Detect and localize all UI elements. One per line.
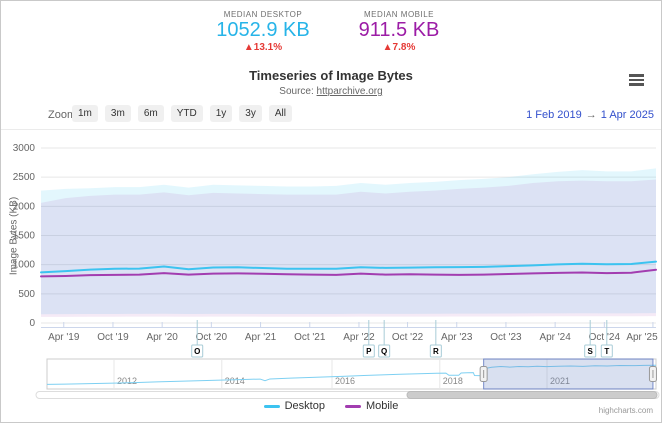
y-axis-tick-label: 500 bbox=[18, 289, 35, 300]
stat-desktop-delta: ▲13.1% bbox=[243, 42, 283, 53]
hamburger-bar bbox=[629, 83, 644, 86]
legend-item-mobile[interactable]: Mobile bbox=[344, 400, 399, 412]
zoom-label: Zoom bbox=[48, 109, 77, 121]
mobile-percentile-band bbox=[41, 179, 656, 317]
legend-marker-desktop bbox=[263, 404, 280, 408]
flag-label: P bbox=[366, 347, 372, 356]
chart-source: Source: httparchive.org bbox=[1, 86, 661, 97]
x-axis-tick-label: Apr '21 bbox=[245, 332, 277, 343]
series-line-desktop bbox=[40, 260, 657, 274]
flag-marker-q[interactable] bbox=[378, 344, 391, 358]
stat-desktop-value: 1052.9 KB bbox=[216, 19, 310, 41]
x-axis-tick-label: Oct '20 bbox=[196, 332, 228, 343]
zoom-button-ytd[interactable]: YTD bbox=[170, 105, 203, 122]
flag-label: S bbox=[588, 347, 594, 356]
range-from[interactable]: 1 Feb 2019 bbox=[526, 109, 582, 121]
x-axis-tick-label: Apr '23 bbox=[441, 332, 473, 343]
zoom-button-3y[interactable]: 3y bbox=[239, 105, 262, 122]
median-stats: MEDIAN DESKTOP 1052.9 KB ▲13.1% MEDIAN M… bbox=[1, 10, 661, 53]
navigator-axis-label: 2021 bbox=[550, 376, 570, 386]
legend-label: Mobile bbox=[365, 400, 399, 412]
navigator-selected-range[interactable] bbox=[483, 358, 654, 390]
y-axis-tick-label: 2000 bbox=[13, 201, 36, 212]
range-selector-toolbar: Zoom 1m 3m 6m YTD 1y 3y All 1 Feb 2019 → 1 Apr 2… bbox=[1, 104, 661, 126]
stat-median-desktop: MEDIAN DESKTOP 1052.9 KB ▲13.1% bbox=[208, 10, 318, 53]
navigator-axis-label: 2012 bbox=[117, 376, 137, 386]
x-axis-tick-label: Apr '19 bbox=[48, 332, 80, 343]
range-display[interactable]: 1 Feb 2019 → 1 Apr 2025 bbox=[526, 109, 654, 121]
x-axis-tick-label: Apr '22 bbox=[343, 332, 375, 343]
y-axis-tick-label: 3000 bbox=[13, 143, 36, 154]
flag-marker-t[interactable] bbox=[600, 344, 613, 358]
hamburger-bar bbox=[629, 78, 644, 81]
x-axis-tick-label: Oct '23 bbox=[490, 332, 522, 343]
stat-mobile-delta: ▲7.8% bbox=[382, 42, 416, 53]
legend-label: Desktop bbox=[284, 400, 325, 412]
flag-marker-r[interactable] bbox=[429, 344, 442, 358]
flag-label: R bbox=[433, 347, 439, 356]
x-axis-tick-label: Apr '20 bbox=[146, 332, 178, 343]
navigator-axis-label: 2014 bbox=[225, 376, 245, 386]
y-axis-tick-label: 1500 bbox=[13, 231, 36, 242]
x-axis-tick-label: Apr '25 bbox=[626, 332, 658, 343]
toolbar-divider bbox=[1, 129, 661, 130]
x-axis-tick-label: Oct '19 bbox=[97, 332, 129, 343]
zoom-button-3m[interactable]: 3m bbox=[104, 105, 131, 122]
stat-desktop-label: MEDIAN DESKTOP bbox=[223, 10, 303, 19]
flag-label: O bbox=[194, 347, 200, 356]
x-axis-tick-label: Oct '22 bbox=[392, 332, 424, 343]
highcharts-credit[interactable]: highcharts.com bbox=[598, 406, 653, 415]
zoom-button-1y[interactable]: 1y bbox=[209, 105, 233, 122]
x-axis-tick-label: Apr '24 bbox=[539, 332, 571, 343]
hamburger-bar bbox=[629, 74, 644, 77]
page-title: Timeseries of Image Bytes bbox=[249, 68, 413, 83]
arrow-right-icon: → bbox=[585, 109, 597, 121]
source-prefix: Source: bbox=[279, 86, 317, 97]
x-axis-tick-label: Oct '24 bbox=[589, 332, 621, 343]
zoom-button-6m[interactable]: 6m bbox=[137, 105, 164, 122]
legend-marker-mobile bbox=[344, 404, 361, 408]
navigator-axis-label: 2018 bbox=[443, 376, 463, 386]
zoom-buttons: 1m 3m 6m YTD 1y 3y All bbox=[72, 105, 292, 122]
y-axis-tick-label: 0 bbox=[29, 318, 35, 329]
zoom-button-1m[interactable]: 1m bbox=[72, 105, 98, 122]
x-axis-tick-label: Oct '21 bbox=[294, 332, 326, 343]
scrollbar-thumb[interactable] bbox=[406, 391, 658, 399]
stat-mobile-label: MEDIAN MOBILE bbox=[363, 10, 435, 19]
source-link[interactable]: httparchive.org bbox=[316, 86, 383, 97]
hamburger-menu-icon[interactable] bbox=[629, 74, 644, 86]
flag-marker-p[interactable] bbox=[362, 344, 375, 358]
y-axis-tick-label: 1000 bbox=[13, 260, 36, 271]
y-axis-tick-label: 2500 bbox=[13, 172, 36, 183]
navigator-series-line bbox=[46, 364, 657, 385]
flag-marker-s[interactable] bbox=[584, 344, 597, 358]
stat-mobile-value: 911.5 KB bbox=[358, 19, 440, 41]
navigator-axis-label: 2016 bbox=[335, 376, 355, 386]
stat-median-mobile: MEDIAN MOBILE 911.5 KB ▲7.8% bbox=[344, 10, 454, 53]
desktop-percentile-band bbox=[41, 168, 656, 315]
range-to[interactable]: 1 Apr 2025 bbox=[600, 109, 654, 121]
legend-item-desktop[interactable]: Desktop bbox=[263, 400, 325, 412]
flag-label: Q bbox=[381, 347, 387, 356]
zoom-button-all[interactable]: All bbox=[268, 105, 292, 122]
legend: Desktop Mobile bbox=[1, 400, 661, 412]
series-line-mobile bbox=[40, 268, 657, 278]
flag-label: T bbox=[604, 347, 609, 356]
flag-marker-o[interactable] bbox=[191, 344, 204, 358]
